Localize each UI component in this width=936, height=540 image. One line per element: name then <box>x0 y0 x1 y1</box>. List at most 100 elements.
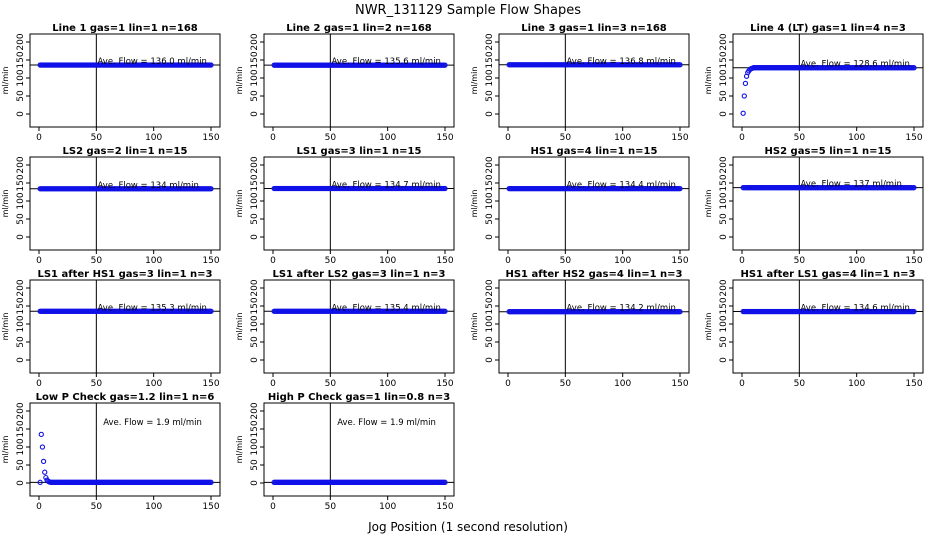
y-tick-label: 50 <box>16 336 26 348</box>
x-tick-label: 150 <box>202 133 219 143</box>
data-point <box>442 62 448 68</box>
y-axis-label: ml/min <box>235 190 244 218</box>
y-tick-label: 100 <box>250 69 260 86</box>
y-tick-label: 50 <box>250 459 260 471</box>
panel-title: Line 1 gas=1 lin=1 n=168 <box>52 23 198 34</box>
x-tick-label: 100 <box>848 379 865 389</box>
average-flow-annotation: Ave. Flow = 134.4 ml/min <box>566 181 675 191</box>
y-tick-label: 50 <box>16 459 26 471</box>
x-tick-label: 50 <box>325 133 337 143</box>
average-flow-annotation: Ave. Flow = 134.6 ml/min <box>800 304 909 314</box>
y-tick-label: 150 <box>485 51 495 68</box>
plot-frame <box>29 402 221 497</box>
x-tick-label: 0 <box>505 256 511 266</box>
y-tick-label: 150 <box>485 174 495 191</box>
x-tick-label: 150 <box>905 379 922 389</box>
panel-title: LS1 gas=3 lin=1 n=15 <box>297 146 422 157</box>
y-tick-label: 150 <box>485 297 495 314</box>
y-axis-label: ml/min <box>235 313 244 341</box>
y-axis-label: ml/min <box>470 190 479 218</box>
y-tick-label: 50 <box>719 336 729 348</box>
y-tick-label: 150 <box>16 297 26 314</box>
panel: LS2 gas=2 lin=1 n=150 50 100 15005010015020… <box>1 146 221 266</box>
data-point <box>43 474 49 481</box>
x-tick-label: 150 <box>671 133 688 143</box>
y-tick-label: 200 <box>16 402 26 419</box>
y-tick-label: 100 <box>16 192 26 209</box>
y-tick-label: 200 <box>250 279 260 296</box>
y-tick-label: 150 <box>719 297 729 314</box>
x-tick-label: 0 <box>36 256 42 266</box>
x-tick-label: 0 <box>36 502 42 512</box>
y-tick-label: 200 <box>485 156 495 173</box>
panel-title: Line 4 (LT) gas=1 lin=4 n=3 <box>750 23 906 34</box>
y-tick-label: 200 <box>719 279 729 296</box>
x-tick-label: 100 <box>614 133 631 143</box>
x-tick-label: 150 <box>202 256 219 266</box>
plot-frame <box>498 33 690 128</box>
plot-frame <box>732 33 924 128</box>
x-tick-label: 100 <box>848 256 865 266</box>
data-point <box>208 62 214 68</box>
y-tick-label: 100 <box>719 69 729 86</box>
y-tick-label: 200 <box>16 33 26 50</box>
x-tick-label: 50 <box>91 256 103 266</box>
x-tick-label: 100 <box>379 256 396 266</box>
y-axis-label: ml/min <box>470 67 479 95</box>
average-flow-annotation: Ave. Flow = 135.3 ml/min <box>97 303 206 313</box>
y-tick-label: 50 <box>485 90 495 102</box>
y-tick-label: 200 <box>485 279 495 296</box>
y-axis-label: ml/min <box>235 436 244 464</box>
x-tick-label: 150 <box>202 379 219 389</box>
y-tick-label: 150 <box>250 297 260 314</box>
y-tick-label: 200 <box>250 402 260 419</box>
y-tick-label: 0 <box>16 357 26 363</box>
panel-title: HS1 after LS1 gas=4 lin=1 n=3 <box>740 269 915 280</box>
plot-frame <box>263 156 455 251</box>
y-tick-label: 100 <box>485 69 495 86</box>
panel: LS1 after HS1 gas=3 lin=1 n=30 50 100 15005… <box>1 269 221 389</box>
x-tick-label: 0 <box>505 379 511 389</box>
y-tick-label: 150 <box>16 174 26 191</box>
y-axis-label: ml/min <box>470 313 479 341</box>
x-tick-label: 0 <box>270 379 276 389</box>
y-tick-label: 150 <box>250 174 260 191</box>
x-tick-label: 150 <box>905 256 922 266</box>
x-tick-label: 0 <box>36 133 42 143</box>
y-tick-label: 50 <box>250 90 260 102</box>
y-tick-label: 150 <box>16 51 26 68</box>
y-tick-label: 0 <box>250 480 260 486</box>
y-tick-label: 200 <box>16 279 26 296</box>
x-tick-label: 150 <box>436 379 453 389</box>
x-tick-label: 0 <box>36 379 42 389</box>
data-point <box>42 469 48 475</box>
plot-frame <box>263 279 455 374</box>
plot-frame <box>263 402 455 497</box>
average-flow-annotation: Ave. Flow = 1.9 ml/min <box>337 418 436 428</box>
average-flow-annotation: Ave. Flow = 128.6 ml/min <box>800 60 909 70</box>
y-tick-label: 0 <box>250 111 260 117</box>
x-tick-label: 150 <box>905 133 922 143</box>
x-tick-label: 150 <box>436 502 453 512</box>
y-axis-label: ml/min <box>704 67 713 95</box>
y-axis-label: ml/min <box>704 313 713 341</box>
panel-title: LS1 after LS2 gas=3 lin=1 n=3 <box>272 269 445 280</box>
y-axis-label: ml/min <box>1 313 10 341</box>
y-tick-label: 100 <box>719 192 729 209</box>
y-tick-label: 200 <box>250 33 260 50</box>
plot-frame <box>29 33 221 128</box>
panel: Line 4 (LT) gas=1 lin=4 n=30 50 100 1500501… <box>704 23 924 143</box>
y-tick-label: 50 <box>485 336 495 348</box>
y-tick-label: 0 <box>16 111 26 117</box>
data-point <box>442 185 448 192</box>
x-tick-label: 0 <box>739 379 745 389</box>
y-axis-label: ml/min <box>704 190 713 218</box>
plot-frame <box>498 279 690 374</box>
y-axis-label: ml/min <box>1 436 10 464</box>
y-tick-label: 100 <box>16 69 26 86</box>
panel: LS1 gas=3 lin=1 n=150 50 100 15005010015020… <box>235 146 455 266</box>
panel: LS1 after LS2 gas=3 lin=1 n=30 50 100 15005… <box>235 269 455 389</box>
plot-frame <box>29 279 221 374</box>
x-tick-label: 100 <box>848 133 865 143</box>
